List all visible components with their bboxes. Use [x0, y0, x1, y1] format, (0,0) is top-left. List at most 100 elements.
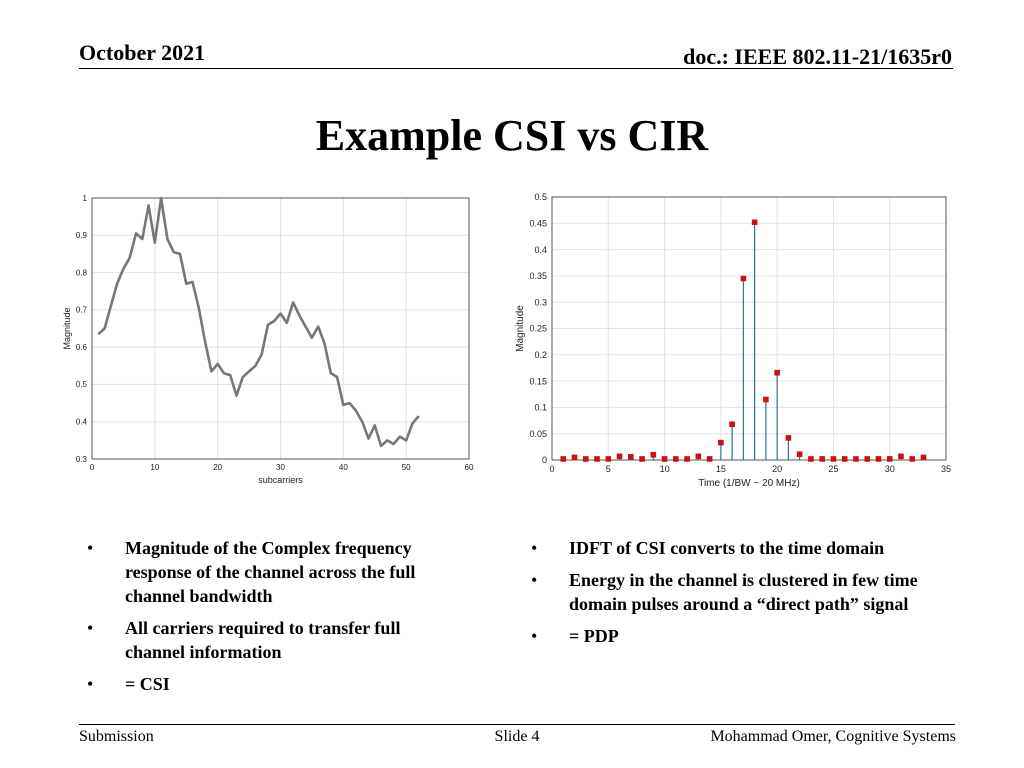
stem-marker — [560, 456, 567, 462]
y-tick-label: 0.5 — [76, 380, 88, 389]
y-tick-label: 0.45 — [529, 218, 547, 228]
x-tick-label: 5 — [606, 464, 611, 474]
x-tick-label: 35 — [941, 464, 951, 474]
bullet-text: All carriers required to transfer full c… — [125, 618, 401, 662]
x-tick-label: 30 — [885, 464, 895, 474]
x-tick-label: 20 — [213, 463, 222, 472]
y-tick-label: 0.35 — [529, 271, 547, 281]
bullet-glyph: • — [87, 538, 94, 558]
y-tick-label: 0.15 — [529, 376, 547, 386]
x-tick-label: 10 — [660, 464, 670, 474]
y-axis-label: Magnitude — [62, 307, 72, 349]
y-axis-label: Magnitude — [515, 305, 526, 352]
stem-marker — [920, 454, 927, 461]
bullet-glyph: • — [87, 674, 94, 694]
y-tick-label: 0.4 — [76, 418, 88, 427]
y-tick-label: 0.4 — [534, 245, 547, 255]
bullet-item: • Magnitude of the Complex frequency resp… — [87, 536, 457, 608]
header-divider — [79, 68, 953, 69]
stem-marker — [819, 456, 825, 462]
stem-marker — [639, 456, 645, 462]
footer-slide-number: Slide 4 — [494, 728, 540, 745]
x-tick-label: 40 — [339, 463, 348, 472]
stem-marker — [684, 456, 690, 462]
bullet-glyph: • — [531, 570, 538, 590]
stem-marker — [571, 454, 578, 461]
bullet-text: IDFT of CSI converts to the time domain — [569, 538, 885, 558]
stem-marker — [853, 456, 859, 462]
slide-title: Example CSI vs CIR — [315, 111, 709, 160]
stem-marker — [718, 439, 724, 446]
bullet-list-left: • Magnitude of the Complex frequency resp… — [87, 536, 457, 704]
bullet-item: • = CSI — [87, 672, 457, 696]
stem-marker — [909, 456, 916, 462]
y-tick-label: 0.2 — [534, 350, 547, 360]
stem-marker — [864, 456, 870, 462]
y-tick-label: 0.8 — [76, 268, 88, 277]
x-tick-label: 20 — [772, 464, 782, 474]
stem-marker — [841, 456, 848, 462]
y-tick-label: 0.3 — [534, 297, 547, 307]
x-tick-label: 15 — [716, 464, 726, 474]
stem-marker — [582, 456, 589, 462]
y-tick-label: 0.6 — [76, 343, 88, 352]
header-doc-id: doc.: IEEE 802.11-21/1635r0 — [683, 44, 952, 69]
y-tick-label: 0.9 — [76, 231, 88, 240]
bullet-item: • Energy in the channel is clustered in f… — [531, 568, 941, 616]
stem-marker — [673, 456, 679, 462]
stem-marker — [751, 219, 758, 226]
bullet-text: Magnitude of the Complex frequency respo… — [125, 538, 416, 606]
stem-marker — [808, 456, 814, 462]
y-tick-label: 0.3 — [76, 455, 88, 464]
footer-submission: Submission — [79, 728, 154, 745]
bullet-list-right: • IDFT of CSI converts to the time domain… — [531, 536, 941, 656]
y-tick-label: 0.25 — [529, 324, 547, 334]
csi-magnitude-line — [97, 196, 420, 448]
stem-marker — [740, 275, 747, 282]
bullet-text: Energy in the channel is clustered in fe… — [569, 570, 918, 614]
stem-marker — [774, 369, 780, 376]
x-tick-label: 30 — [276, 463, 285, 472]
stem-marker — [729, 421, 735, 428]
bullet-text: = CSI — [125, 674, 170, 694]
stem-marker — [830, 456, 837, 462]
x-tick-label: 0 — [90, 463, 95, 472]
stem-marker — [594, 456, 600, 462]
stem-marker — [796, 451, 803, 458]
y-tick-label: 0.7 — [76, 306, 88, 315]
header-date: October 2021 — [79, 40, 206, 65]
footer-divider — [79, 724, 955, 725]
x-tick-label: 10 — [150, 463, 159, 472]
stem-marker — [898, 453, 904, 460]
stem-marker — [886, 456, 893, 462]
stem-marker — [616, 453, 623, 460]
y-tick-label: 0.05 — [529, 429, 547, 439]
y-tick-label: 0 — [542, 455, 547, 465]
bullet-glyph: • — [531, 538, 538, 558]
bullet-text: = PDP — [569, 626, 619, 646]
stem-marker — [605, 456, 612, 462]
x-tick-label: 50 — [402, 463, 411, 472]
bullet-glyph: • — [87, 618, 94, 638]
bullet-item: • All carriers required to transfer full … — [87, 616, 457, 664]
stem-marker — [785, 435, 792, 441]
bullet-glyph: • — [531, 626, 538, 646]
bullet-item: • IDFT of CSI converts to the time domain — [531, 536, 941, 560]
y-tick-label: 1 — [83, 194, 88, 203]
x-tick-label: 60 — [465, 463, 474, 472]
y-tick-label: 0.1 — [534, 403, 547, 413]
plot-frame — [91, 197, 470, 460]
stem-marker — [706, 456, 713, 462]
plot-frame — [551, 196, 947, 461]
x-tick-label: 0 — [549, 464, 554, 474]
stem-marker — [661, 456, 668, 462]
bullet-item: • = PDP — [531, 624, 941, 648]
x-tick-label: 25 — [828, 464, 838, 474]
x-axis-label: subcarriers — [258, 475, 303, 485]
stem-marker — [875, 456, 882, 462]
footer-author: Mohammad Omer, Cognitive Systems — [710, 728, 956, 745]
y-tick-label: 0.5 — [534, 192, 547, 202]
stem-marker — [650, 451, 657, 458]
